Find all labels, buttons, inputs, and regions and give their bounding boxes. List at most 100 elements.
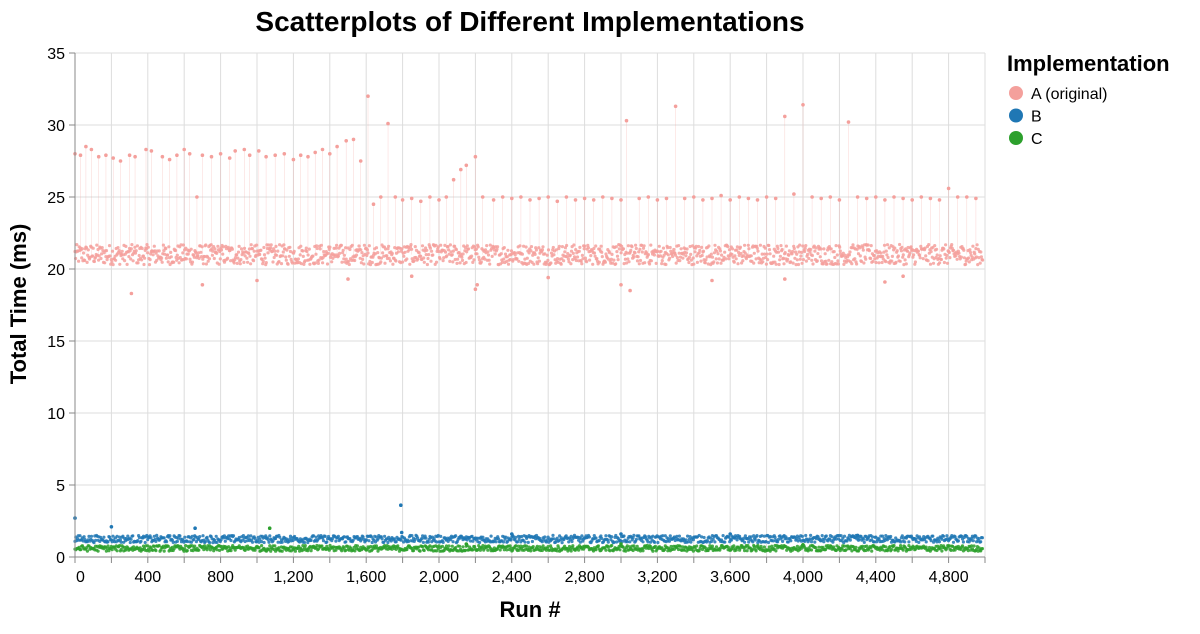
y-tick-label: 35 bbox=[47, 46, 65, 63]
series-a-point bbox=[390, 251, 394, 256]
series-a-point bbox=[824, 259, 828, 263]
series-b-point bbox=[872, 540, 876, 544]
series-a-point bbox=[177, 261, 181, 265]
series-a-point bbox=[784, 244, 789, 248]
series-a-point bbox=[266, 251, 270, 255]
series-a-point bbox=[979, 250, 983, 254]
series-a-point bbox=[436, 245, 440, 249]
series-a-point bbox=[756, 249, 760, 253]
series-a-point bbox=[163, 252, 167, 256]
series-b-point bbox=[755, 534, 759, 538]
series-a-point bbox=[288, 245, 292, 249]
series-a-point bbox=[262, 245, 266, 250]
series-b-point bbox=[661, 534, 665, 538]
series-a-point bbox=[385, 254, 389, 258]
series-a-point bbox=[515, 257, 519, 261]
series-a-point bbox=[387, 256, 391, 260]
series-a-point-outlier bbox=[167, 157, 172, 162]
series-a-point-outlier bbox=[582, 196, 587, 201]
series-a-point bbox=[267, 243, 271, 247]
series-a-point bbox=[752, 251, 756, 255]
series-b-point bbox=[842, 534, 847, 538]
series-c-point bbox=[672, 547, 677, 551]
series-a-point-outlier bbox=[819, 196, 823, 201]
series-a-point bbox=[811, 262, 815, 266]
series-b-point bbox=[727, 535, 731, 539]
series-a-point bbox=[238, 262, 242, 266]
series-a-point bbox=[464, 260, 468, 265]
series-a-point bbox=[795, 252, 799, 256]
series-a-point bbox=[74, 256, 78, 261]
series-a-point bbox=[746, 243, 750, 247]
series-b-point bbox=[190, 534, 194, 539]
series-c-point bbox=[840, 546, 844, 550]
series-a-point bbox=[950, 243, 954, 247]
series-a-point bbox=[666, 253, 670, 257]
series-c-point bbox=[426, 548, 430, 552]
series-a-point bbox=[502, 257, 506, 261]
series-a-point bbox=[850, 262, 854, 266]
series-c-point bbox=[756, 543, 760, 548]
series-a-point bbox=[262, 253, 267, 257]
series-a-point bbox=[699, 259, 703, 263]
series-a-point-outlier bbox=[901, 196, 905, 201]
series-c-point bbox=[708, 544, 712, 548]
series-a-point bbox=[545, 253, 549, 257]
series-b-point bbox=[742, 536, 746, 540]
series-a-point bbox=[649, 243, 653, 247]
series-b-point bbox=[884, 534, 888, 538]
series-b-point bbox=[738, 534, 742, 539]
series-a-point-outlier bbox=[928, 196, 933, 201]
series-a-point bbox=[417, 251, 421, 255]
series-a-point bbox=[500, 260, 505, 264]
series-a-point bbox=[357, 244, 361, 248]
series-b-point bbox=[126, 534, 130, 538]
series-a-point bbox=[582, 247, 586, 251]
series-b-point bbox=[478, 540, 482, 545]
series-b-point bbox=[331, 536, 335, 541]
series-b-point bbox=[931, 534, 935, 538]
series-a-point bbox=[505, 255, 509, 259]
series-a-point bbox=[296, 257, 300, 261]
series-a-point bbox=[520, 252, 525, 256]
series-c-point bbox=[924, 545, 928, 549]
series-a-point bbox=[233, 256, 237, 260]
series-a-point-outlier bbox=[737, 195, 742, 199]
series-c-point bbox=[147, 549, 151, 553]
series-a-point bbox=[91, 246, 95, 250]
series-a-point bbox=[830, 260, 834, 264]
series-a-point bbox=[211, 249, 215, 253]
series-c-point bbox=[146, 544, 150, 548]
series-b-point bbox=[942, 534, 946, 538]
series-a-point-outlier bbox=[491, 198, 496, 202]
series-a-point bbox=[131, 259, 135, 263]
series-a-point bbox=[838, 245, 842, 249]
series-c-point bbox=[678, 544, 682, 548]
series-c-point bbox=[119, 547, 123, 552]
series-a-point-outlier bbox=[127, 153, 132, 157]
series-a-point bbox=[269, 246, 273, 250]
series-a-point bbox=[410, 257, 414, 261]
series-a-point bbox=[810, 258, 814, 262]
series-a-point bbox=[855, 262, 859, 266]
series-a-point bbox=[763, 252, 767, 256]
series-b-point bbox=[383, 534, 387, 538]
series-a-point bbox=[401, 260, 405, 264]
series-a-point bbox=[571, 251, 575, 255]
series-a-point bbox=[303, 259, 307, 263]
series-b-point bbox=[667, 539, 672, 543]
series-a-point bbox=[388, 259, 392, 263]
series-a-point bbox=[509, 249, 514, 253]
series-c-point bbox=[473, 545, 477, 549]
series-c-point bbox=[267, 547, 271, 551]
series-a-point-outlier bbox=[187, 152, 192, 156]
series-a-point bbox=[186, 252, 190, 256]
series-a-point bbox=[143, 256, 147, 260]
series-a-point bbox=[460, 258, 465, 262]
series-b-point bbox=[416, 536, 420, 540]
series-a-point bbox=[595, 257, 599, 261]
series-c-point bbox=[949, 548, 953, 553]
series-a-point bbox=[443, 243, 447, 247]
series-a-point bbox=[874, 260, 878, 265]
series-a-point bbox=[778, 254, 783, 258]
